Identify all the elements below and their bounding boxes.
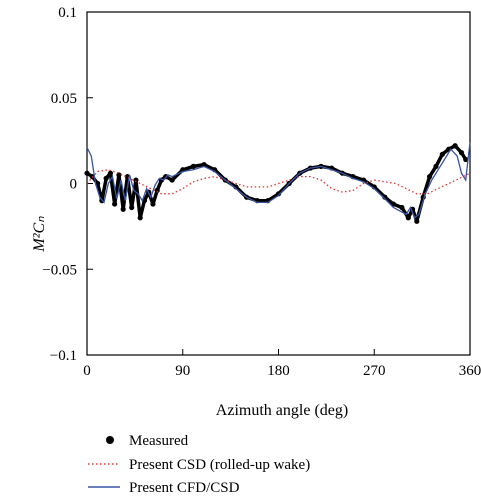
- measured-point: [190, 163, 196, 169]
- x-axis-label: Azimuth angle (deg): [216, 402, 348, 419]
- legend-marker-measured: [106, 436, 114, 444]
- legend: Measured Present CSD (rolled-up wake) Pr…: [88, 433, 310, 496]
- x-tick-label: 0: [83, 363, 91, 379]
- measured-point: [107, 170, 114, 176]
- measured-point: [133, 177, 139, 183]
- measured-point: [275, 191, 282, 197]
- y-tick-label: 0.05: [51, 91, 77, 107]
- measured-point: [169, 177, 175, 183]
- measured-point: [458, 150, 465, 156]
- x-tick-label: 90: [175, 363, 190, 379]
- y-axis-label: M²Cₙ: [31, 216, 48, 253]
- x-axis-ticks: 0 90 180 270 360: [83, 349, 481, 379]
- legend-item-cfd-csd: Present CFD/CSD: [88, 480, 240, 496]
- y-tick-label: 0.1: [58, 5, 77, 21]
- measured-point: [439, 151, 445, 157]
- measured-point: [414, 218, 420, 224]
- measured-point: [116, 172, 122, 178]
- measured-point: [201, 162, 207, 168]
- measured-point: [129, 204, 135, 211]
- measured-point: [84, 170, 90, 176]
- series-csd-line: [86, 169, 471, 195]
- measured-point: [426, 174, 433, 180]
- legend-label-measured: Measured: [129, 433, 189, 449]
- x-tick-label: 180: [267, 363, 290, 379]
- y-tick-label: −0.05: [42, 262, 77, 278]
- legend-item-measured: Measured: [106, 433, 189, 449]
- measured-point: [154, 187, 160, 193]
- measured-point: [399, 204, 405, 211]
- y-tick-label: 0: [70, 177, 78, 193]
- x-tick-label: 360: [459, 363, 481, 379]
- series-cfd-csd-line: [86, 142, 471, 219]
- x-tick-label: 270: [363, 363, 386, 379]
- y-axis-ticks: 0.1 0.05 0 −0.05 −0.1: [42, 5, 93, 364]
- legend-label-csd: Present CSD (rolled-up wake): [129, 457, 310, 473]
- measured-point: [112, 201, 118, 207]
- measured-point: [137, 215, 143, 221]
- measured-point: [405, 215, 411, 221]
- measured-point: [463, 156, 469, 163]
- measured-point: [452, 143, 458, 149]
- measured-point: [120, 206, 126, 212]
- series-layer: [84, 142, 471, 224]
- legend-item-csd: Present CSD (rolled-up wake): [88, 457, 310, 473]
- measured-point: [103, 175, 109, 181]
- measured-point: [433, 163, 439, 169]
- y-tick-label: −0.1: [50, 348, 77, 364]
- measured-point: [150, 201, 156, 207]
- legend-label-cfd-csd: Present CFD/CSD: [129, 480, 240, 496]
